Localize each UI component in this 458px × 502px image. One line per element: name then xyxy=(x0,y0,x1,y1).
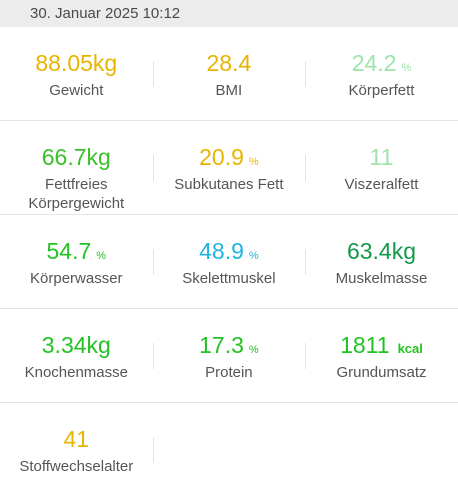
metric-value: 41 xyxy=(64,424,90,454)
measurement-datetime: 30. Januar 2025 10:12 xyxy=(30,5,181,22)
metric-label: Viszeralfett xyxy=(344,176,419,193)
metric-unit: % xyxy=(248,344,259,356)
metric-value: 24.2 % xyxy=(352,48,412,78)
metric-label: Fettfreies Körpergewicht xyxy=(28,176,125,212)
metrics-row: 88.05kg Gewicht 28.4 BMI 24.2 % Körperfe… xyxy=(0,27,458,121)
metric-knochenmasse[interactable]: 3.34kg Knochenmasse xyxy=(0,309,153,402)
metric-value: 48.9 % xyxy=(199,236,259,266)
metric-value: 66.7kg xyxy=(42,142,111,172)
metric-value: 28.4 xyxy=(207,48,252,78)
metric-number: 48.9 xyxy=(199,238,244,264)
metric-number: 3.34kg xyxy=(41,332,111,358)
metric-label: Körperfett xyxy=(348,82,415,99)
metric-fettfreies-koerpergewicht[interactable]: 66.7kg Fettfreies Körpergewicht xyxy=(0,121,153,214)
metric-value: 54.7 % xyxy=(47,236,107,266)
metric-value: 11 xyxy=(370,142,394,172)
metric-number: 28.4 xyxy=(206,50,252,76)
metrics-row: 3.34kg Knochenmasse 17.3 % Protein 1811 … xyxy=(0,309,458,403)
metric-number: 63.4kg xyxy=(346,238,417,264)
metric-value: 88.05kg xyxy=(35,48,117,78)
metric-grundumsatz[interactable]: 1811 kcal Grundumsatz xyxy=(305,309,458,402)
metric-value: 63.4kg xyxy=(347,236,416,266)
metric-label: Muskelmasse xyxy=(335,270,428,287)
metric-protein[interactable]: 17.3 % Protein xyxy=(152,309,306,402)
metric-unit: % xyxy=(248,250,259,262)
metric-koerperfett[interactable]: 24.2 % Körperfett xyxy=(305,27,458,120)
metric-label: BMI xyxy=(215,82,243,99)
metrics-grid: 88.05kg Gewicht 28.4 BMI 24.2 % Körperfe… xyxy=(0,27,458,497)
metric-skelettmuskel[interactable]: 48.9 % Skelettmuskel xyxy=(152,215,306,308)
metric-koerperwasser[interactable]: 54.7 % Körperwasser xyxy=(0,215,153,308)
metric-value: 3.34kg xyxy=(42,330,111,360)
metric-bmi[interactable]: 28.4 BMI xyxy=(152,27,306,120)
metric-label: Grundumsatz xyxy=(336,364,427,381)
metric-gewicht[interactable]: 88.05kg Gewicht xyxy=(0,27,153,120)
metric-number: 66.7kg xyxy=(41,144,111,170)
metric-label: Stoffwechselalter xyxy=(19,458,134,475)
metric-label: Gewicht xyxy=(49,82,104,99)
metric-number: 20.9 xyxy=(199,144,244,170)
metric-number: 24.2 xyxy=(351,50,397,76)
metric-number: 1811 xyxy=(340,332,390,358)
metric-number: 41 xyxy=(63,426,90,452)
metric-label: Skelettmuskel xyxy=(182,270,276,287)
date-header: 30. Januar 2025 10:12 xyxy=(0,0,458,27)
metric-unit: kcal xyxy=(397,341,423,356)
metric-viszeralfett[interactable]: 11 Viszeralfett xyxy=(305,121,458,214)
metric-subkutanes-fett[interactable]: 20.9 % Subkutanes Fett xyxy=(152,121,306,214)
metrics-row: 66.7kg Fettfreies Körpergewicht 20.9 % S… xyxy=(0,121,458,215)
metrics-row: 41 Stoffwechselalter xyxy=(0,403,458,497)
metric-number: 88.05kg xyxy=(35,50,118,76)
metric-number: 17.3 xyxy=(199,332,244,358)
metric-label: Protein xyxy=(205,364,253,381)
metric-muskelmasse[interactable]: 63.4kg Muskelmasse xyxy=(305,215,458,308)
metric-number: 54.7 xyxy=(46,238,92,264)
metric-value: 17.3 % xyxy=(199,330,259,360)
metric-unit: % xyxy=(401,62,412,74)
metric-number: 11 xyxy=(369,144,394,170)
metric-unit: % xyxy=(96,250,107,262)
metrics-row: 54.7 % Körperwasser 48.9 % Skelettmuskel… xyxy=(0,215,458,309)
metric-value: 20.9 % xyxy=(199,142,259,172)
metric-label: Subkutanes Fett xyxy=(174,176,284,193)
metric-unit: % xyxy=(248,156,259,168)
metric-label: Knochenmasse xyxy=(24,364,128,381)
empty-cell xyxy=(152,403,306,497)
metric-label: Körperwasser xyxy=(30,270,123,287)
metric-value: 1811 kcal xyxy=(340,330,423,360)
metric-stoffwechselalter[interactable]: 41 Stoffwechselalter xyxy=(0,403,153,497)
